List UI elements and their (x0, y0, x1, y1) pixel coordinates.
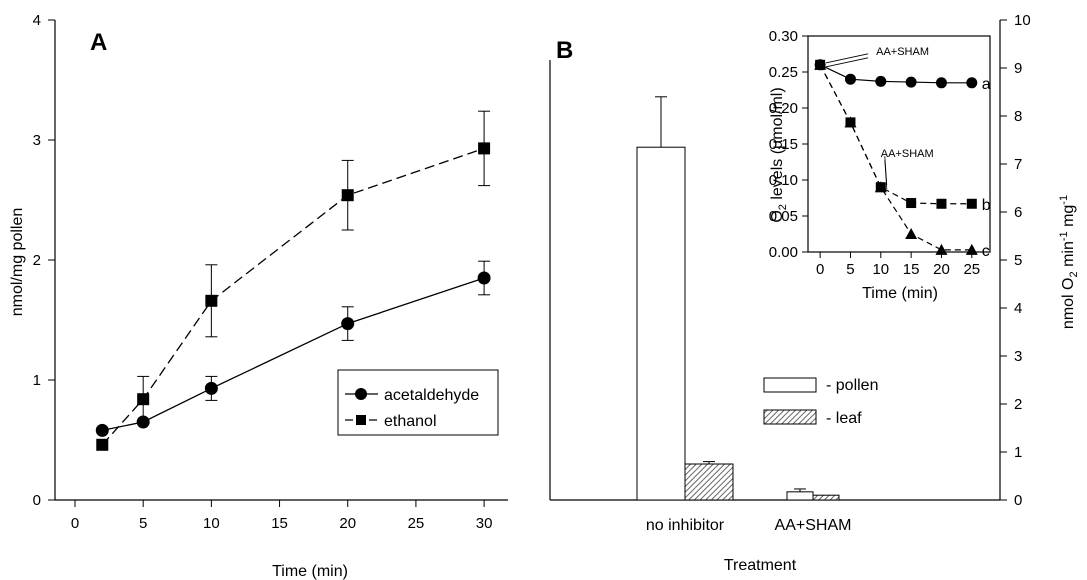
panel-a-legend-box (337, 369, 499, 436)
panel-b-legend: - pollen - leaf (763, 377, 878, 427)
panel-a-series-acetaldehyde-line (102, 277, 485, 432)
panel-a-y-tick-label: 3 (33, 132, 41, 149)
inset-x-tick-label: 5 (846, 261, 854, 278)
inset-b-point (936, 198, 947, 209)
panel-b-y-tick-label: 10 (1014, 12, 1031, 29)
panel-a-y-tick-label: 1 (33, 372, 41, 389)
inset-series-c-label: c (982, 243, 990, 260)
panel-b-bar-leaf (812, 494, 840, 501)
panel-b-x-axis-label: Treatment (724, 557, 797, 574)
inset-y-tick-label: 0.20 (769, 100, 798, 117)
legend-acetaldehyde-label: acetaldehyde (384, 387, 479, 404)
panel-b-y-tick-label: 2 (1014, 396, 1022, 413)
inset-y-tick-label: 0.30 (769, 28, 798, 45)
legend-pollen-label: - pollen (826, 377, 878, 394)
inset-a-point (935, 77, 947, 89)
panel-a-ethanol-point (96, 438, 109, 451)
panel-a-y-tick-label: 0 (33, 492, 41, 509)
inset-c-point (965, 243, 978, 255)
inset-a-point (844, 73, 856, 85)
panel-a-y-axis-label: nmol/mg pollen (9, 208, 26, 317)
inset-a-point (875, 75, 887, 87)
panel-a: A Time (min) nmol/mg pollen 0 5 10 15 20 25 30… (9, 12, 508, 580)
panel-b-y-tick-label: 6 (1014, 204, 1022, 221)
panel-a-x-tick-label: 15 (271, 515, 288, 532)
panel-a-x-tick-label: 25 (408, 515, 425, 532)
panel-a-x-tick-label: 30 (476, 515, 493, 532)
inset-c-point (905, 228, 918, 239)
inset-x-tick-label: 15 (903, 261, 920, 278)
panel-b: B Treatment nmol O2 min-1 mg-1 0 1 2 3 4 5 6 7 8… (549, 12, 1080, 574)
inset-a-point (905, 76, 917, 88)
legend-ethanol-label: ethanol (384, 413, 437, 430)
inset-annotation-label: AA+SHAM (876, 46, 929, 58)
inset-y-tick-label: 0.00 (769, 244, 798, 261)
panel-a-y-tick-label: 2 (33, 252, 41, 269)
panel-b-y-axis-label: nmol O2 min-1 mg-1 (1058, 195, 1080, 329)
inset-y-axis-label: O2 levels (µmol/ml) (769, 87, 789, 222)
panel-a-acetaldehyde-point (477, 271, 491, 285)
inset-x-axis-label: Time (min) (862, 285, 938, 302)
inset-a-point (966, 77, 978, 89)
panel-b-y-tick-label: 1 (1014, 444, 1022, 461)
legend-leaf-swatch (763, 409, 817, 425)
inset-c-point (935, 243, 948, 255)
inset-x-tick-label: 25 (963, 261, 980, 278)
panel-b-y-tick-label: 0 (1014, 492, 1022, 509)
inset-y-tick-label: 0.10 (769, 172, 798, 189)
panel-a-ethanol-point (478, 142, 491, 155)
inset-x-tick-label: 0 (816, 261, 824, 278)
panel-a-ethanol-point (341, 189, 354, 202)
panel-a-ethanol-point (137, 393, 150, 406)
inset-x-tick-label: 10 (872, 261, 889, 278)
panel-a-x-tick-label: 10 (203, 515, 220, 532)
inset-y-tick-label: 0.25 (769, 64, 798, 81)
inset-y-tick-label: 0.05 (769, 208, 798, 225)
panel-b-y-tick-label: 5 (1014, 252, 1022, 269)
inset-annotation-arrow (826, 53, 869, 64)
panel-a-x-axis-label: Time (min) (272, 563, 348, 580)
inset-series-c-line (819, 64, 972, 251)
panel-b-y-tick-label: 3 (1014, 348, 1022, 365)
panel-a-legend: acetaldehyde ethanol (337, 369, 499, 436)
panel-b-y-tick-label: 8 (1014, 108, 1022, 125)
inset-series-a-label: a (982, 76, 991, 93)
panel-a-x-tick-label: 0 (71, 515, 79, 532)
panel-a-acetaldehyde-point (204, 381, 218, 395)
panel-b-bar-pollen (636, 146, 686, 501)
inset-annotation-label: AA+SHAM (881, 148, 934, 160)
panel-a-y-tick-label: 4 (33, 12, 41, 29)
inset-b-point (906, 198, 917, 209)
panel-b-y-tick-label: 4 (1014, 300, 1022, 317)
panel-b-bar-leaf (684, 463, 734, 501)
inset-c-point (844, 116, 857, 128)
inset-c-point (874, 181, 887, 193)
inset-annotation-arrow (884, 160, 888, 190)
inset-annotation-arrow (826, 57, 869, 68)
panel-b-y-tick-label: 7 (1014, 156, 1022, 173)
panel-a-ethanol-point (205, 294, 218, 307)
panel-b-label: B (556, 37, 573, 64)
panel-b-inset: Time (min) O2 levels (µmol/ml) 0 5 10 15 20 2… (769, 28, 991, 302)
inset-frame (807, 35, 991, 253)
inset-x-tick-label: 20 (933, 261, 950, 278)
inset-c-point (814, 58, 827, 70)
panel-b-bar-pollen (786, 491, 814, 501)
panel-b-category-label: AA+SHAM (775, 517, 852, 534)
panel-a-acetaldehyde-point (341, 317, 355, 331)
panel-a-label: A (90, 29, 107, 56)
legend-leaf-label: - leaf (826, 410, 862, 427)
legend-pollen-swatch (763, 377, 817, 393)
inset-y-tick-label: 0.15 (769, 136, 798, 153)
panel-a-acetaldehyde-point (95, 423, 109, 437)
inset-b-point (966, 198, 977, 209)
panel-b-category-label: no inhibitor (646, 517, 725, 534)
panel-a-x-tick-label: 5 (139, 515, 147, 532)
legend-ethanol-marker (356, 415, 366, 425)
inset-series-b-label: b (982, 197, 991, 214)
legend-acetaldehyde-marker (355, 388, 367, 400)
panel-a-x-tick-label: 20 (339, 515, 356, 532)
panel-b-y-tick-label: 9 (1014, 60, 1022, 77)
